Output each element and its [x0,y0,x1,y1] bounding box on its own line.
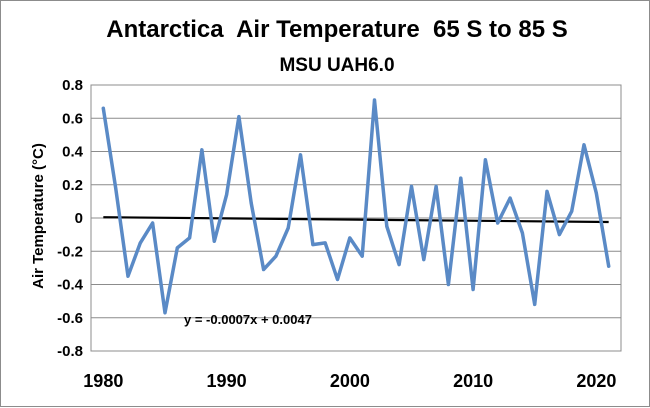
data-point [520,231,524,235]
y-tick-label: -0.4 [57,277,84,294]
x-tick-label: 2000 [330,371,370,391]
axes [90,84,622,352]
data-point [446,283,450,286]
data-point [311,243,315,247]
chart-subtitle: MSU UAH6.0 [279,55,394,76]
trendline-equation: y = -0.0007x + 0.0047 [184,312,312,327]
data-point [212,239,216,243]
data-point [594,191,598,195]
y-axis-label: Air Temperature (°C) [30,143,47,289]
series-line [101,98,611,315]
data-point [459,176,463,180]
plot-area [90,84,622,352]
data-point [360,254,364,258]
x-tick-label: 2020 [576,371,616,391]
data-point [422,258,426,262]
y-tick-label: 0.6 [62,110,83,127]
data-point [545,189,549,193]
data-point [163,311,167,315]
data-point [188,236,192,240]
data-point [175,246,179,250]
data-point [508,196,512,200]
x-tick-label: 2010 [453,371,493,391]
data-point [274,254,278,258]
x-tick-label: 1990 [207,371,247,391]
series-group [101,98,611,315]
trendline [103,216,609,224]
data-point [397,263,401,267]
data-point [151,221,155,225]
y-tick-label: 0 [75,210,83,227]
y-tick-label: 0.8 [62,77,83,94]
data-point [323,241,327,245]
x-tick-label: 1980 [83,371,123,391]
data-point [385,224,389,228]
data-point [582,143,586,147]
data-point [101,106,105,110]
data-point [249,201,253,205]
data-point [237,115,241,119]
y-tick-label: -0.2 [57,243,83,260]
y-tick-label: -0.8 [57,343,83,360]
data-point [126,274,130,278]
data-point [372,98,376,102]
y-tick-label: 0.4 [62,144,84,161]
data-point [570,209,574,213]
data-point [496,221,500,225]
data-point [409,184,413,188]
data-point [607,264,611,268]
y-tick-label: -0.6 [57,310,83,327]
chart-title: Antarctica Air Temperature 65 S to 85 S [106,16,568,43]
trendline-group [103,216,609,224]
data-point [336,278,340,282]
data-point [225,193,229,197]
data-point [557,233,561,237]
data-point [200,148,204,152]
data-point [348,236,352,240]
data-point [533,302,537,306]
y-tick-label: 0.2 [62,177,83,194]
data-point [471,287,475,291]
data-point [286,226,290,230]
data-point [138,241,142,245]
data-point [262,268,266,272]
data-point [434,184,438,188]
data-point [483,158,487,162]
data-point [114,186,118,190]
data-point [299,153,303,157]
